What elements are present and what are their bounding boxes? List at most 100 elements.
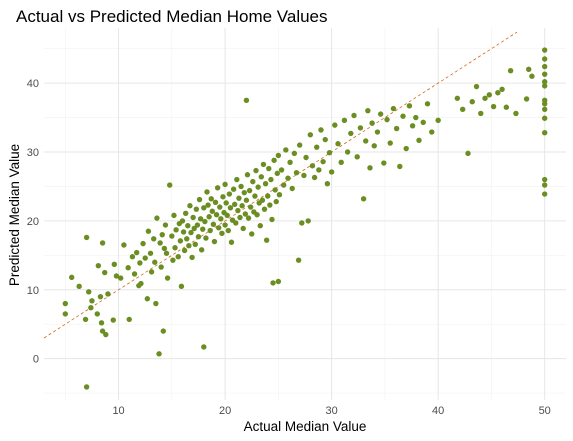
data-point (413, 115, 418, 120)
data-point (292, 151, 297, 156)
data-point (171, 213, 176, 218)
data-point (76, 284, 81, 289)
data-point (206, 214, 211, 219)
data-point (478, 111, 483, 116)
data-point (504, 105, 509, 110)
data-point (201, 344, 206, 349)
data-point (244, 98, 249, 103)
data-point (404, 146, 409, 151)
data-point (325, 181, 330, 186)
data-point (134, 250, 139, 255)
data-point (151, 236, 156, 241)
data-point (212, 239, 217, 244)
data-point (210, 209, 215, 214)
data-point (425, 101, 430, 106)
data-point (209, 196, 214, 201)
data-point (262, 206, 267, 211)
data-point (372, 143, 377, 148)
data-point (172, 245, 177, 250)
y-axis-label: Predicted Median Value (7, 144, 22, 286)
data-point (220, 194, 225, 199)
data-point (236, 195, 241, 200)
data-point (261, 162, 266, 167)
data-point (96, 263, 101, 268)
data-point (384, 117, 389, 122)
data-point (290, 186, 295, 191)
data-point (137, 260, 142, 265)
x-tick-label: 20 (219, 405, 231, 417)
data-point (513, 111, 518, 116)
data-point (247, 188, 252, 193)
data-point (204, 189, 209, 194)
data-point (542, 130, 547, 135)
data-point (542, 83, 547, 88)
data-point (178, 238, 183, 243)
y-tick-label: 40 (27, 78, 39, 90)
data-point (348, 131, 353, 136)
data-point (157, 240, 162, 245)
data-point (245, 172, 250, 177)
data-point (276, 279, 281, 284)
data-point (227, 191, 232, 196)
data-point (160, 232, 165, 237)
data-point (285, 175, 290, 180)
data-point (460, 107, 465, 112)
data-points (63, 47, 548, 389)
data-point (246, 215, 251, 220)
data-point (542, 177, 547, 182)
data-point (103, 332, 108, 337)
data-point (99, 320, 104, 325)
data-point (363, 138, 368, 143)
data-point (255, 184, 260, 189)
data-point (232, 202, 237, 207)
data-point (182, 248, 187, 253)
data-point (310, 163, 315, 168)
data-point (118, 275, 123, 280)
data-point (214, 212, 219, 217)
data-point (223, 200, 228, 205)
data-point (63, 301, 68, 306)
data-point (388, 140, 393, 145)
data-point (465, 151, 470, 156)
data-point (339, 160, 344, 165)
x-axis-ticks: 10 20 30 40 50 (112, 405, 550, 417)
x-axis-label: Actual Median Value (244, 419, 367, 434)
data-point (266, 166, 271, 171)
data-point (329, 169, 334, 174)
data-point (542, 64, 547, 69)
x-tick-label: 30 (326, 405, 338, 417)
data-point (277, 192, 282, 197)
data-point (542, 107, 547, 112)
data-point (200, 226, 205, 231)
data-point (190, 215, 195, 220)
data-point (211, 222, 216, 227)
data-point (378, 111, 383, 116)
y-tick-label: 30 (27, 147, 39, 159)
data-point (358, 125, 363, 130)
data-point (86, 289, 91, 294)
data-point (367, 165, 372, 170)
data-point (499, 87, 504, 92)
data-point (524, 96, 529, 101)
data-point (455, 96, 460, 101)
reference-line-layer (44, 32, 517, 338)
data-point (276, 153, 281, 158)
minor-gridlines (44, 28, 566, 400)
data-point (308, 132, 313, 137)
data-point (332, 122, 337, 127)
data-point (361, 196, 366, 201)
data-point (127, 317, 132, 322)
data-point (218, 216, 223, 221)
data-point (263, 181, 268, 186)
data-point (267, 202, 272, 207)
data-point (130, 254, 135, 259)
data-point (279, 167, 284, 172)
data-point (491, 104, 496, 109)
data-point (238, 184, 243, 189)
data-point (429, 129, 434, 134)
data-point (265, 193, 270, 198)
data-point (529, 74, 534, 79)
data-point (365, 108, 370, 113)
data-point (254, 212, 259, 217)
